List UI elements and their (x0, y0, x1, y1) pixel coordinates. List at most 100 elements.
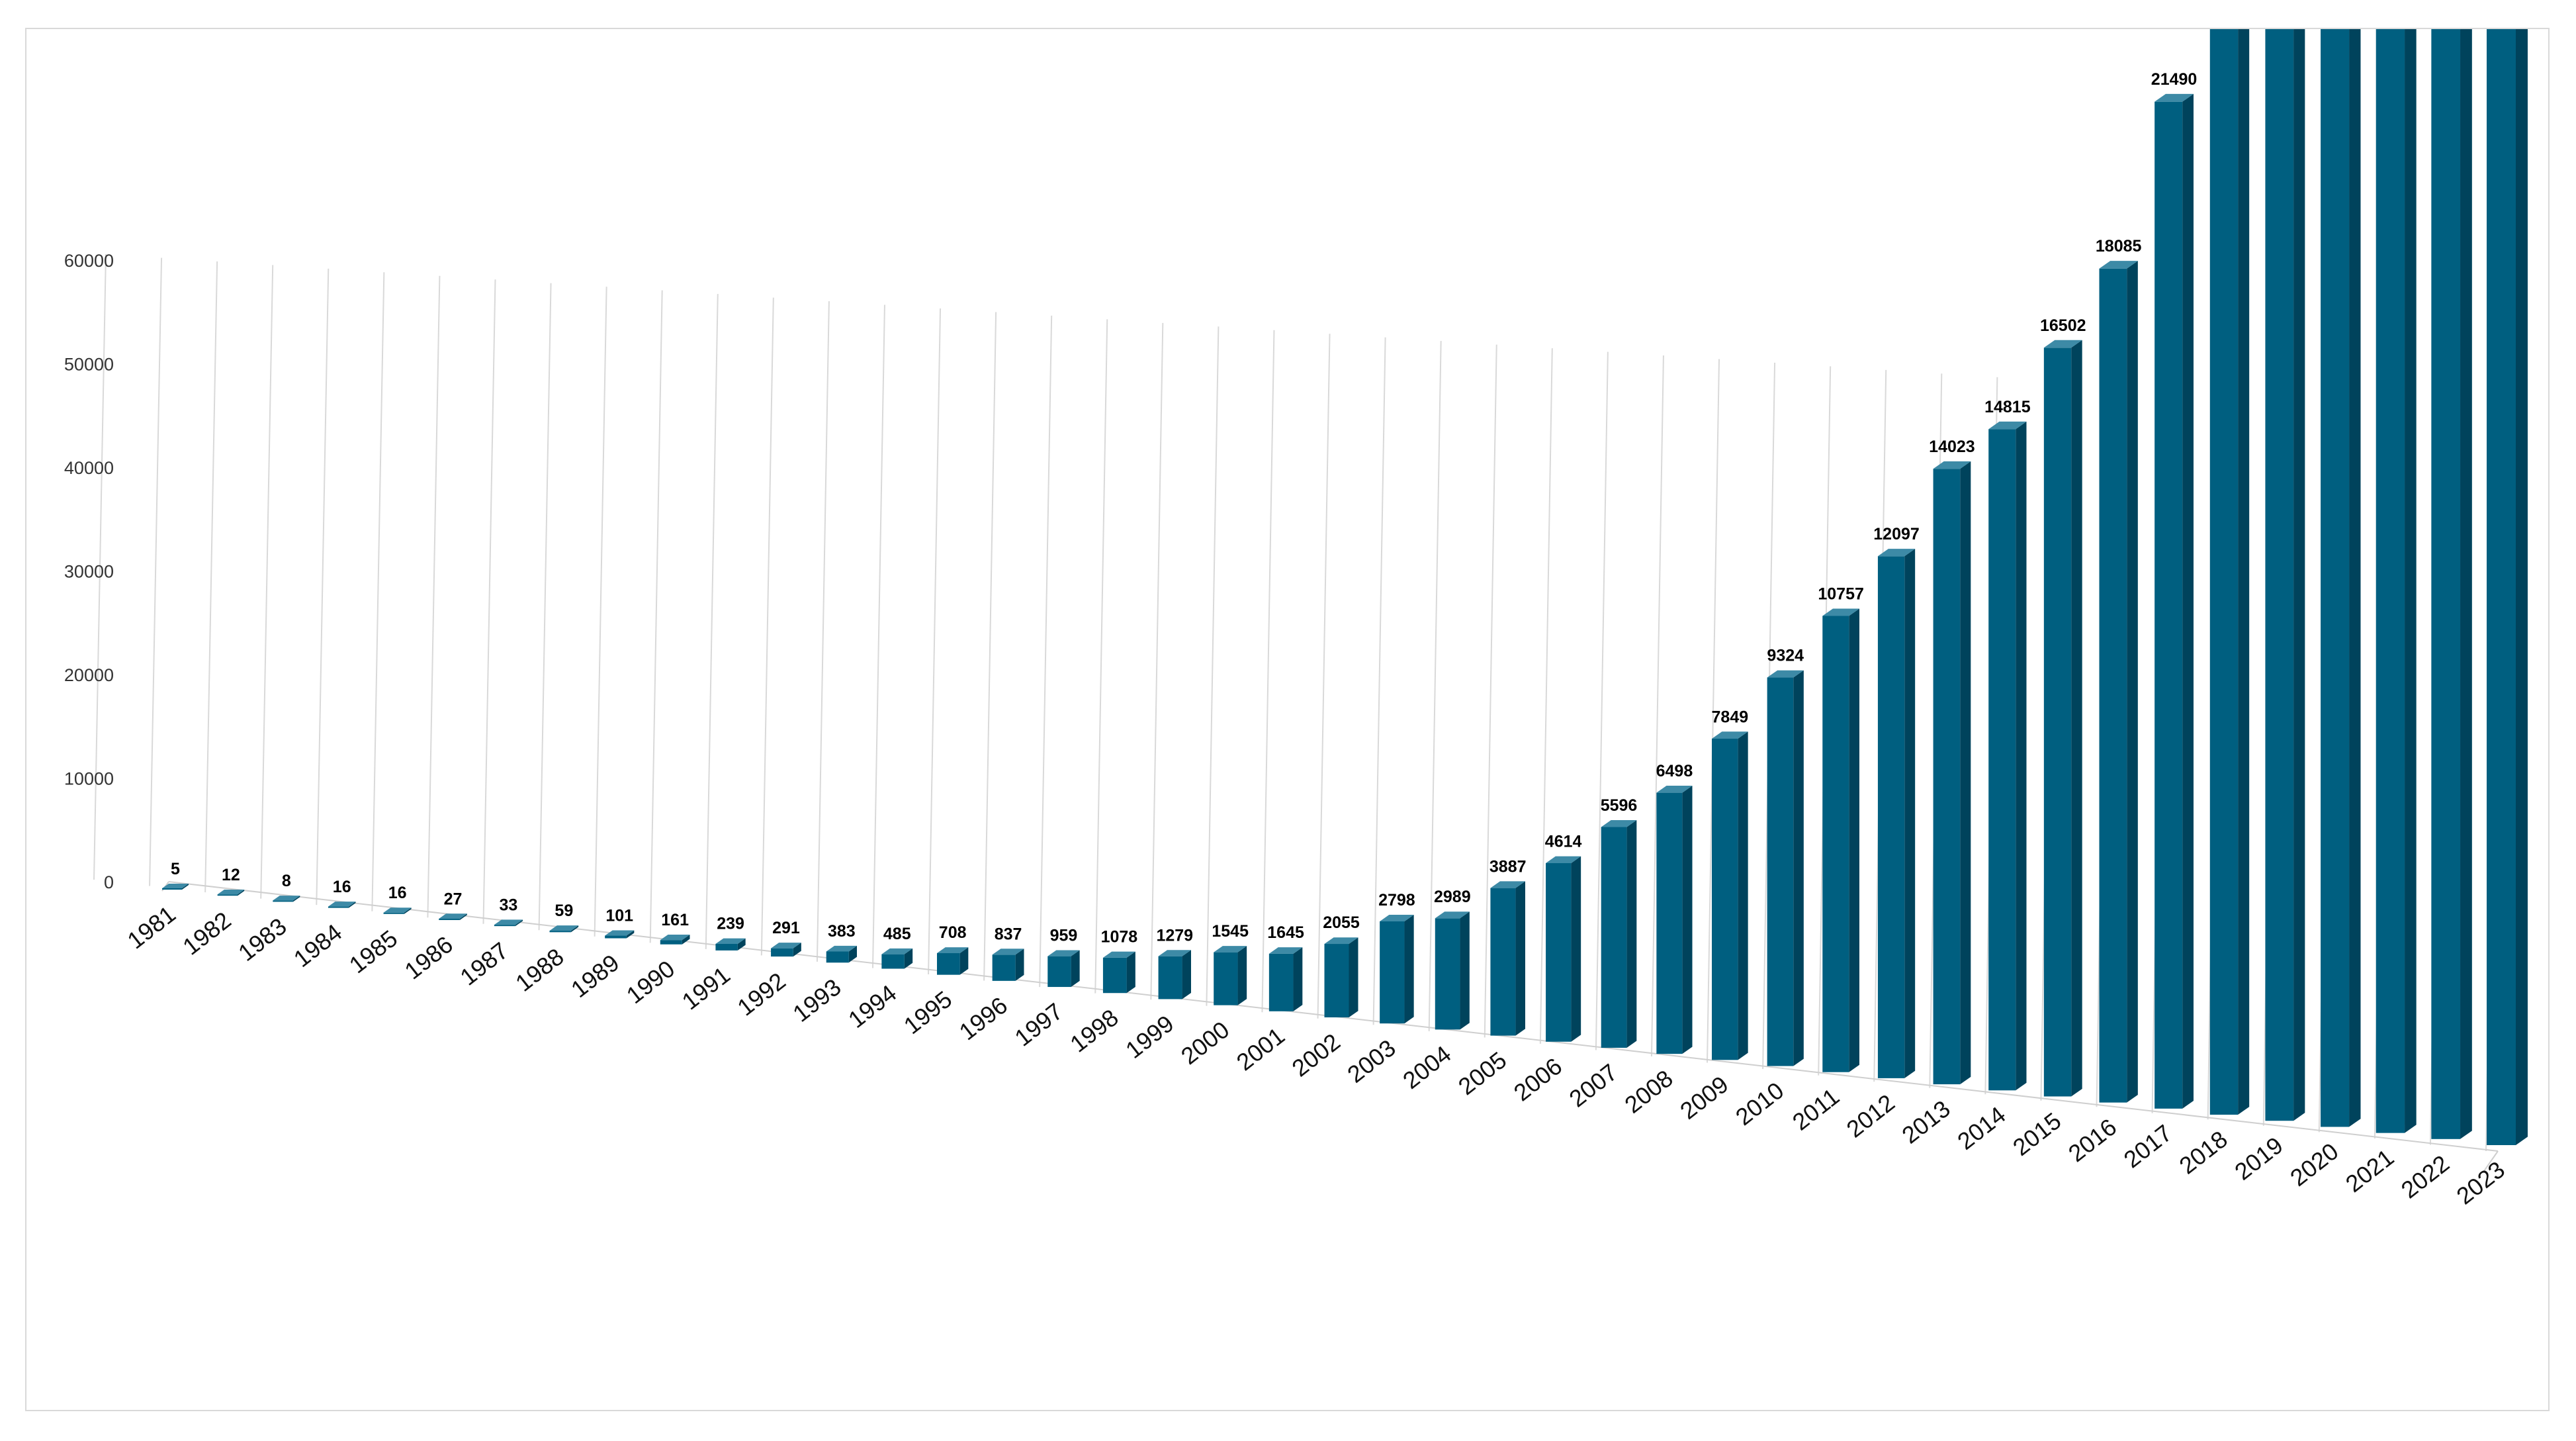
x-tick-label: 2004 (1398, 1040, 1456, 1094)
bar-side (515, 919, 523, 927)
bar-side (1404, 915, 1414, 1024)
bar-top (660, 934, 690, 941)
bar (2431, 29, 2472, 1139)
bar-top (2043, 340, 2082, 348)
bar (715, 938, 746, 951)
bar-side (237, 890, 245, 896)
data-label: 12097 (1873, 525, 1920, 543)
bar-top (217, 890, 245, 895)
bar-side (1293, 947, 1303, 1011)
data-label: 16 (388, 884, 407, 902)
bar-top (439, 913, 467, 919)
data-label: 239 (717, 915, 744, 933)
bar-front (2431, 29, 2461, 1139)
bar (2099, 261, 2138, 1103)
gridline (1428, 341, 1442, 1031)
bar-front (1490, 888, 1516, 1036)
gridline (649, 290, 663, 943)
bar (1102, 951, 1135, 994)
bars (162, 29, 2528, 1145)
data-label: 7849 (1712, 708, 1749, 726)
bar-side (404, 907, 412, 914)
y-tick-label: 20000 (64, 665, 114, 685)
y-tick-label: 50000 (64, 355, 114, 375)
bar-side (1460, 911, 1470, 1030)
bar (771, 943, 801, 957)
x-tick-label: 1996 (954, 992, 1012, 1046)
data-label: 485 (883, 925, 911, 943)
x-tick-label: 2005 (1453, 1046, 1511, 1101)
bar-side (848, 945, 857, 963)
data-label: 8 (282, 872, 291, 890)
gridline (1484, 344, 1497, 1038)
x-tick-label: 1987 (455, 937, 513, 991)
gridline (1372, 337, 1386, 1025)
bar-top (1268, 947, 1303, 954)
x-tick-label: 2006 (1509, 1052, 1567, 1107)
bar-top (494, 919, 523, 925)
x-tick-label: 2017 (2119, 1119, 2177, 1174)
bar-front (1656, 792, 1683, 1054)
bar (1767, 670, 1804, 1066)
bar-side (2405, 29, 2417, 1133)
data-label: 101 (605, 906, 633, 925)
bar-front (162, 888, 182, 890)
bar-side (292, 896, 300, 902)
bar-top (605, 930, 635, 936)
bar-front (2265, 29, 2294, 1121)
bar-side (959, 947, 969, 975)
gridline (1650, 355, 1664, 1056)
x-tick-label: 2016 (2063, 1113, 2121, 1168)
bar (1490, 881, 1525, 1036)
x-tick-label: 1986 (400, 931, 458, 985)
gridline (427, 275, 441, 918)
bar (2209, 29, 2250, 1115)
bar-front (2154, 101, 2183, 1109)
gridline (538, 283, 552, 931)
chart-frame: 0 10000 20000 30000 40000 50000 60000 5 12 8 16 16… (25, 28, 2550, 1411)
x-tick-label: 2013 (1896, 1095, 1955, 1149)
x-tick-label: 1997 (1010, 998, 1068, 1052)
bar (383, 907, 412, 914)
x-tick-label: 2002 (1287, 1028, 1345, 1082)
bar (937, 947, 969, 975)
x-tick-label: 2011 (1787, 1083, 1844, 1136)
bar-front (1435, 918, 1460, 1030)
bar-side (1793, 670, 1804, 1066)
data-label: 1645 (1267, 923, 1304, 942)
bar (2043, 340, 2082, 1097)
gridline (1261, 330, 1275, 1013)
bar (660, 934, 690, 945)
y-tick-label: 40000 (64, 458, 114, 478)
bar-side (904, 948, 913, 969)
bar (1656, 786, 1693, 1054)
bar-side (1182, 950, 1191, 999)
bar-side (459, 913, 467, 920)
x-tick-label: 2001 (1231, 1022, 1290, 1076)
bar-top (1435, 911, 1470, 919)
x-tick-label: 1984 (289, 919, 347, 973)
x-tick-label: 1981 (122, 900, 181, 954)
bar-top (937, 947, 969, 953)
gridline (816, 301, 830, 962)
bar-side (2349, 29, 2361, 1127)
bar-front (1380, 921, 1405, 1024)
bar-side (793, 943, 801, 957)
bar-top (1601, 819, 1637, 827)
bar-top (328, 902, 356, 907)
bar (605, 930, 635, 939)
bar (1324, 937, 1358, 1017)
data-label: 5 (171, 860, 180, 878)
data-label: 6498 (1656, 762, 1693, 780)
bar-top (273, 896, 300, 901)
bar (1214, 946, 1247, 1005)
data-label: 2798 (1378, 891, 1415, 909)
data-label: 21490 (2151, 70, 2198, 89)
bar-side (1126, 951, 1135, 994)
bar-front (1324, 944, 1349, 1017)
bar-side (182, 884, 189, 890)
x-tick-label: 2009 (1675, 1070, 1733, 1125)
bar (1158, 950, 1191, 999)
bar (826, 945, 857, 963)
bar-front (660, 940, 682, 945)
